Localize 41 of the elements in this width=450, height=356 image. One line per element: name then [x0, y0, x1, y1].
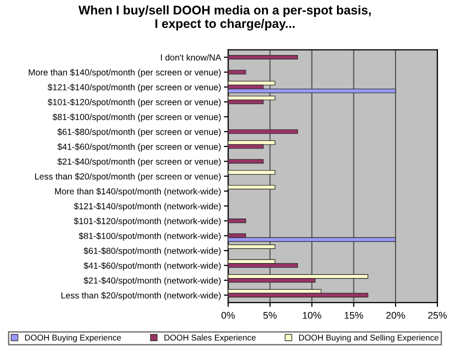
bar [228, 88, 396, 94]
y-tick-label: $81-$100/spot/month (per screen or venue) [52, 114, 221, 122]
y-tick-label: $41-$60/spot/month (network-wide) [84, 262, 221, 270]
legend-label: DOOH Buying Experience [25, 334, 121, 342]
x-tick-label: 10% [302, 312, 322, 319]
y-tick-label: $121-$140/spot/month (network-wide) [74, 202, 221, 212]
y-tick-label: Less than $20/spot/month (per screen or venue) [35, 172, 221, 182]
x-tick-label: 5% [263, 312, 277, 319]
x-tick-label: 15% [344, 312, 364, 319]
bar [228, 96, 276, 100]
bar [228, 274, 368, 279]
bar [228, 292, 368, 298]
x-tick-label: 0% [222, 312, 235, 319]
y-tick-label: More than $140/spot/month (per screen or venue) [28, 68, 221, 78]
bar [228, 70, 246, 74]
chart-title: When I buy/sell DOOH media on a per-spot basis, I expect to charge/pay... [78, 5, 371, 31]
y-tick-label: $21-$40/spot/month (per screen or venue) [57, 158, 221, 166]
bar [228, 218, 246, 224]
y-tick-label: $101-$120/spot/month (per screen or venue) [48, 98, 221, 107]
x-tick-label: 20% [386, 312, 405, 319]
y-tick-label: $61-$80/spot/month (per screen or venue) [57, 128, 221, 137]
bar [228, 54, 298, 60]
x-tick-label: 25% [428, 312, 447, 319]
y-tick-label: Less than $20/spot/month (network-wide) [61, 292, 221, 300]
y-tick-label: $41-$60/spot/month (per screen or venue) [57, 143, 221, 152]
bar [228, 129, 298, 134]
legend-label: DOOH Sales Experience [164, 334, 256, 342]
y-tick-label: $121-$140/spot/month (per screen or venue) [48, 84, 221, 92]
legend-label: DOOH Buying and Selling Experience [299, 334, 438, 342]
y-tick-label: $101-$120/spot/month (network-wide) [74, 218, 221, 226]
y-tick-label: I don't know/NA [161, 54, 222, 61]
bar [228, 170, 276, 175]
y-tick-label: $21-$40/spot/month (network-wide) [84, 277, 221, 286]
bar [228, 159, 264, 164]
y-tick-label: $61-$80/spot/month (network-wide) [84, 247, 221, 256]
y-tick-label: $81-$100/spot/month (network-wide) [78, 232, 221, 241]
bar [228, 244, 276, 249]
bar [228, 184, 276, 190]
bar [228, 237, 396, 242]
bar [228, 263, 298, 268]
y-tick-label: More than $140/spot/month (network-wide) [55, 188, 221, 196]
